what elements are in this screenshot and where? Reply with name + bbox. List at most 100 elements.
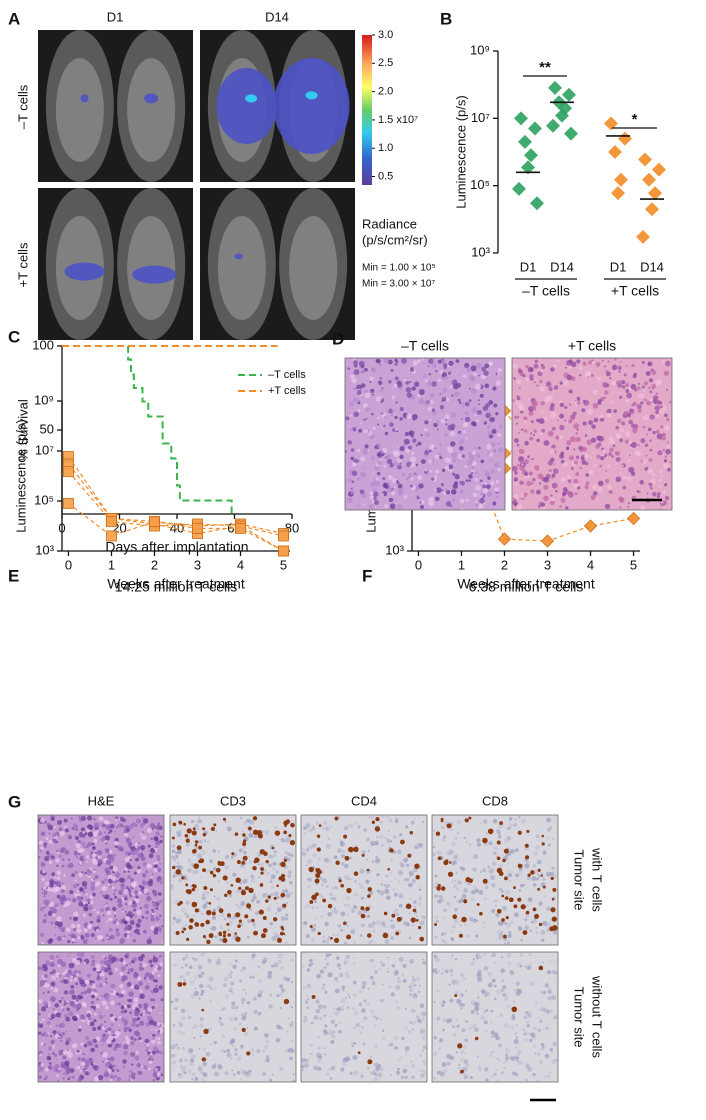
cell bbox=[66, 1068, 71, 1074]
cell bbox=[500, 890, 504, 893]
cell bbox=[191, 1054, 196, 1059]
cell bbox=[79, 995, 84, 1000]
cell bbox=[131, 1037, 134, 1040]
cell bbox=[396, 979, 402, 984]
cell bbox=[493, 403, 498, 408]
cell bbox=[181, 1015, 186, 1021]
row-label: –T cells bbox=[15, 84, 30, 129]
cell bbox=[181, 957, 186, 961]
cell bbox=[127, 911, 133, 916]
cell bbox=[144, 1043, 147, 1046]
cell bbox=[484, 1029, 488, 1033]
cell bbox=[401, 472, 406, 477]
cell bbox=[93, 878, 96, 880]
cell bbox=[79, 979, 85, 985]
cell bbox=[193, 1024, 199, 1029]
x-tick-label: 0 bbox=[415, 557, 422, 572]
cell bbox=[223, 976, 229, 982]
cell bbox=[592, 451, 595, 454]
cell bbox=[388, 380, 392, 384]
cell bbox=[280, 992, 283, 995]
cell bbox=[253, 1009, 258, 1015]
cell bbox=[530, 1032, 536, 1038]
stained-cell bbox=[526, 829, 530, 833]
cell bbox=[256, 899, 260, 904]
cell bbox=[83, 928, 88, 933]
stained-cell bbox=[501, 918, 505, 922]
cell bbox=[346, 896, 350, 900]
stained-cell bbox=[508, 897, 514, 903]
cell bbox=[374, 1073, 377, 1076]
significance-label: ** bbox=[539, 59, 551, 76]
cell bbox=[148, 1067, 151, 1071]
cell bbox=[436, 972, 439, 975]
cell bbox=[659, 508, 661, 510]
stained-cell bbox=[340, 883, 344, 888]
cell bbox=[395, 1000, 399, 1004]
cell bbox=[92, 892, 96, 897]
cell bbox=[301, 847, 305, 852]
cell bbox=[393, 486, 396, 489]
cell bbox=[434, 447, 437, 449]
cell bbox=[105, 842, 108, 845]
cell bbox=[77, 970, 82, 975]
cell bbox=[522, 883, 526, 887]
cell bbox=[103, 1025, 107, 1028]
cell bbox=[111, 1068, 115, 1072]
cell bbox=[524, 863, 530, 869]
cell bbox=[129, 858, 132, 862]
cell bbox=[111, 853, 116, 858]
cell bbox=[40, 1062, 44, 1067]
cell bbox=[96, 881, 101, 886]
cell bbox=[231, 1001, 236, 1006]
cell bbox=[209, 986, 213, 990]
cell bbox=[489, 1054, 493, 1058]
stained-cell bbox=[181, 930, 185, 934]
cell bbox=[230, 1057, 233, 1060]
cell bbox=[422, 373, 427, 378]
cell bbox=[317, 1036, 320, 1039]
cell bbox=[514, 438, 519, 443]
cell bbox=[577, 486, 581, 490]
cell bbox=[143, 903, 150, 910]
cell bbox=[145, 910, 150, 915]
cell bbox=[47, 887, 52, 892]
y-tick-label: 10³ bbox=[35, 542, 54, 557]
cell bbox=[523, 416, 528, 421]
cell bbox=[520, 818, 526, 824]
cell bbox=[136, 1063, 141, 1068]
cell bbox=[347, 440, 352, 445]
cell bbox=[523, 1032, 527, 1036]
cell bbox=[518, 889, 522, 892]
cell bbox=[417, 901, 422, 906]
cell bbox=[371, 925, 375, 929]
cell bbox=[514, 471, 518, 475]
cell bbox=[648, 398, 653, 402]
cell bbox=[373, 1024, 377, 1027]
cell bbox=[347, 477, 352, 483]
cell bbox=[410, 897, 412, 900]
cell bbox=[289, 1022, 294, 1028]
cell bbox=[50, 981, 56, 987]
cell bbox=[375, 855, 379, 859]
cell bbox=[483, 501, 486, 505]
cell bbox=[345, 971, 349, 975]
cell bbox=[60, 979, 64, 984]
cell bbox=[39, 906, 45, 912]
cell bbox=[440, 418, 446, 424]
cell bbox=[560, 497, 566, 503]
cell bbox=[248, 860, 253, 864]
cell bbox=[273, 962, 279, 968]
cell bbox=[215, 960, 221, 966]
stained-cell bbox=[242, 841, 247, 846]
cell bbox=[57, 819, 62, 825]
cell bbox=[42, 1067, 45, 1070]
cell bbox=[120, 824, 124, 828]
cell bbox=[66, 1007, 70, 1011]
cell bbox=[310, 937, 316, 943]
cell bbox=[514, 912, 519, 918]
cell bbox=[370, 975, 374, 979]
stained-cell bbox=[217, 861, 222, 866]
cell bbox=[141, 915, 145, 919]
cell bbox=[63, 935, 66, 938]
